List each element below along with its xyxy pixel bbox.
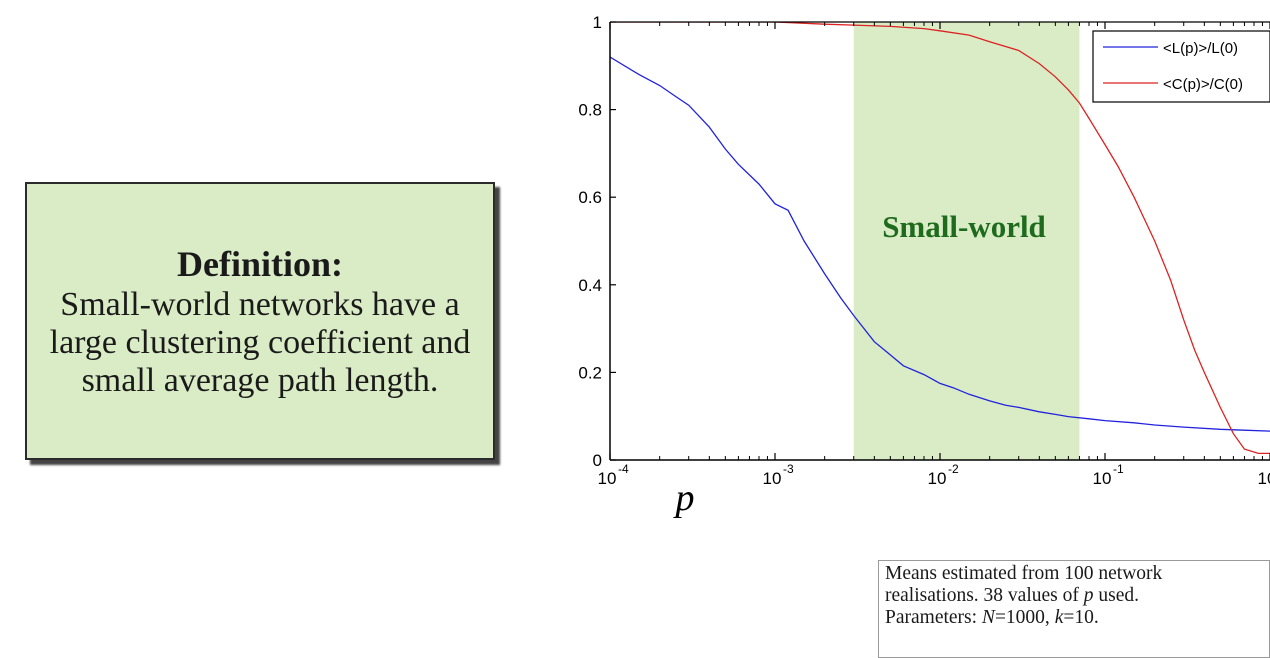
legend: <L(p)>/L(0) <C(p)>/C(0) <box>1092 30 1270 103</box>
note-line-3-post: =10. <box>1063 607 1099 628</box>
x-tick-label: 10 <box>928 469 947 488</box>
definition-text: Small-world networks have a large cluste… <box>49 286 471 399</box>
x-tick-label-exponent: -2 <box>948 462 959 476</box>
note-box: Means estimated from 100 network realisa… <box>878 560 1270 658</box>
small-world-label: Small-world <box>882 209 1046 244</box>
y-tick-label: 1 <box>593 13 602 32</box>
y-tick-label: 0.4 <box>578 276 602 295</box>
note-var-k: k <box>1054 607 1064 628</box>
y-tick-label: 0.8 <box>578 101 602 120</box>
y-tick-label: 0 <box>593 451 602 470</box>
note-line-1: Means estimated from 100 network <box>885 563 1163 584</box>
series-line-clustering <box>610 22 1270 455</box>
note-line-3: Parameters: N=1000, k=10. <box>885 607 1263 629</box>
note-var-p: p <box>1083 585 1094 606</box>
legend-box <box>1092 30 1270 103</box>
y-tick-label: 0.2 <box>578 363 602 382</box>
definition-title: Definition: <box>177 244 343 284</box>
x-tick-label: 10 <box>1258 469 1270 488</box>
legend-label-l: <L(p)>/L(0) <box>1163 40 1238 57</box>
x-tick-label: 10 <box>763 469 782 488</box>
legend-label-c: <C(p)>/C(0) <box>1163 76 1243 93</box>
definition-box: Definition: Small-world networks have a … <box>25 182 495 460</box>
x-tick-label: 10 <box>598 469 617 488</box>
series-layer <box>610 22 1270 455</box>
note-line-2: realisations. 38 values of p used. <box>885 585 1263 607</box>
x-tick-label-exponent: -1 <box>1113 462 1124 476</box>
note-line-2-post: used. <box>1093 585 1139 606</box>
small-world-band <box>853 22 1080 460</box>
shaded-region-layer <box>853 22 1080 460</box>
x-tick-label-exponent: -3 <box>783 462 794 476</box>
note-line-2-pre: realisations. 38 values of <box>885 585 1084 606</box>
x-tick-label: 10 <box>1093 469 1112 488</box>
note-var-n: N <box>981 607 995 628</box>
x-axis-label: p <box>673 477 695 519</box>
series-line-path-length <box>610 56 1270 432</box>
note-line-3-mid: =1000, <box>994 607 1055 628</box>
note-line-3-pre: Parameters: <box>885 607 982 628</box>
x-tick-label-exponent: -4 <box>618 462 629 476</box>
y-tick-label: 0.6 <box>578 188 602 207</box>
